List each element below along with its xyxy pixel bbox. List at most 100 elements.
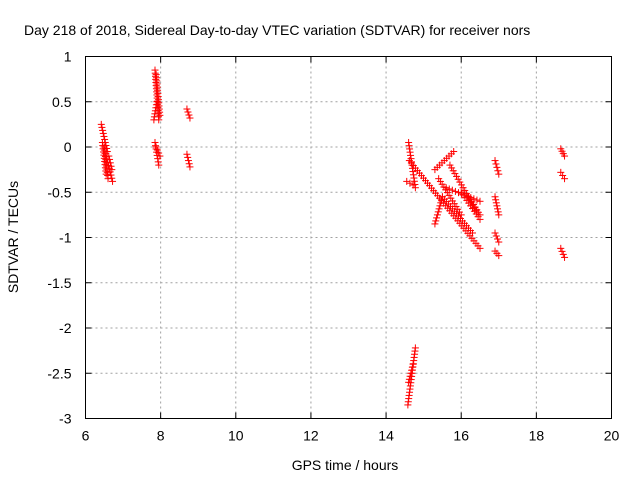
data-point-marker	[448, 186, 456, 194]
data-point-marker	[476, 197, 484, 205]
x-tick-label: 12	[303, 428, 319, 444]
data-point-marker	[151, 138, 159, 146]
plot-points	[97, 66, 569, 409]
data-point-marker	[99, 126, 107, 134]
data-point-marker	[493, 163, 501, 171]
data-point-marker	[152, 142, 160, 150]
x-tick-label: 14	[378, 428, 394, 444]
data-point-marker	[98, 123, 106, 131]
data-point-marker	[438, 196, 446, 204]
y-tick-label: -2.5	[47, 365, 71, 381]
data-point-marker	[409, 181, 417, 189]
data-point-marker	[445, 185, 453, 193]
data-point-marker	[153, 146, 161, 154]
data-point-marker	[435, 205, 443, 213]
data-point-marker	[433, 214, 441, 222]
data-point-marker	[491, 157, 499, 165]
grid-lines	[85, 56, 612, 419]
data-point-marker	[154, 158, 162, 166]
data-point-marker	[431, 220, 439, 228]
y-tick-labels: 1 0.5 0 -0.5 -1 -1.5 -2 -2.5 -3	[47, 49, 71, 427]
data-point-marker	[152, 101, 160, 109]
data-point-marker	[491, 193, 499, 201]
data-point-marker	[152, 143, 160, 151]
data-point-marker	[107, 162, 115, 170]
data-point-marker	[156, 152, 164, 160]
data-point-marker	[492, 199, 500, 207]
data-point-marker	[151, 110, 159, 118]
data-point-marker	[495, 211, 503, 219]
data-point-marker	[184, 153, 192, 161]
data-point-marker	[558, 247, 566, 255]
data-point-marker	[492, 232, 500, 240]
data-point-marker	[150, 113, 158, 121]
data-point-marker	[409, 360, 417, 368]
data-point-marker	[495, 252, 503, 260]
y-tick-label: 0	[64, 139, 72, 155]
data-point-marker	[436, 202, 444, 210]
data-point-marker	[156, 111, 164, 119]
data-point-marker	[557, 244, 565, 252]
data-point-marker	[97, 120, 105, 128]
data-point-marker	[105, 152, 113, 160]
data-point-marker	[408, 366, 416, 374]
data-point-marker	[155, 161, 163, 169]
y-tick-label: -2	[59, 320, 72, 336]
data-point-marker	[473, 196, 481, 204]
data-point-marker	[108, 174, 116, 182]
y-tick-label: 0.5	[52, 94, 72, 110]
x-tick-label: 10	[228, 428, 244, 444]
data-point-marker	[108, 166, 116, 174]
x-tick-label: 6	[82, 428, 90, 444]
data-point-marker	[442, 184, 450, 192]
x-tick-label: 8	[157, 428, 165, 444]
data-point-marker	[408, 363, 416, 371]
data-point-marker	[183, 105, 191, 113]
data-point-marker	[434, 208, 442, 216]
chart-title: Day 218 of 2018, Sidereal Day-to-day VTE…	[24, 22, 530, 38]
data-point-marker	[153, 98, 161, 106]
y-tick-label: -1	[59, 230, 72, 246]
data-point-marker	[561, 175, 569, 183]
data-point-marker	[406, 179, 414, 187]
data-point-marker	[151, 107, 159, 115]
data-point-marker	[495, 238, 503, 246]
data-point-marker	[185, 111, 193, 119]
data-point-marker	[561, 152, 569, 160]
data-point-marker	[100, 132, 108, 140]
data-point-marker	[411, 344, 419, 352]
data-point-marker	[476, 211, 484, 219]
data-point-marker	[106, 159, 114, 167]
data-point-marker	[185, 160, 193, 168]
data-point-marker	[184, 108, 192, 116]
x-tick-label: 16	[453, 428, 469, 444]
data-point-marker	[476, 244, 484, 252]
data-point-marker	[468, 229, 476, 237]
x-axis-label: GPS time / hours	[292, 457, 399, 473]
data-point-marker	[155, 149, 163, 157]
data-point-marker	[451, 187, 459, 195]
data-point-marker	[407, 369, 415, 377]
data-point-marker	[183, 150, 191, 158]
data-point-marker	[186, 163, 194, 171]
data-point-marker	[450, 148, 458, 156]
y-tick-label: -1.5	[47, 275, 71, 291]
data-point-marker	[106, 155, 114, 163]
data-point-marker	[433, 211, 441, 219]
data-point-marker	[403, 177, 411, 185]
y-axis-label: SDTVAR / TECUs	[5, 181, 21, 293]
data-point-marker	[152, 104, 160, 112]
data-point-marker	[107, 171, 115, 179]
data-point-marker	[432, 217, 440, 225]
data-point-marker	[150, 116, 158, 124]
data-point-marker	[437, 199, 445, 207]
data-point-marker	[495, 170, 503, 178]
data-point-marker	[561, 253, 569, 261]
y-tick-label: -0.5	[47, 184, 71, 200]
data-point-marker	[406, 372, 414, 380]
data-point-marker	[405, 375, 413, 383]
data-point-marker	[492, 196, 500, 204]
data-point-marker	[494, 208, 502, 216]
